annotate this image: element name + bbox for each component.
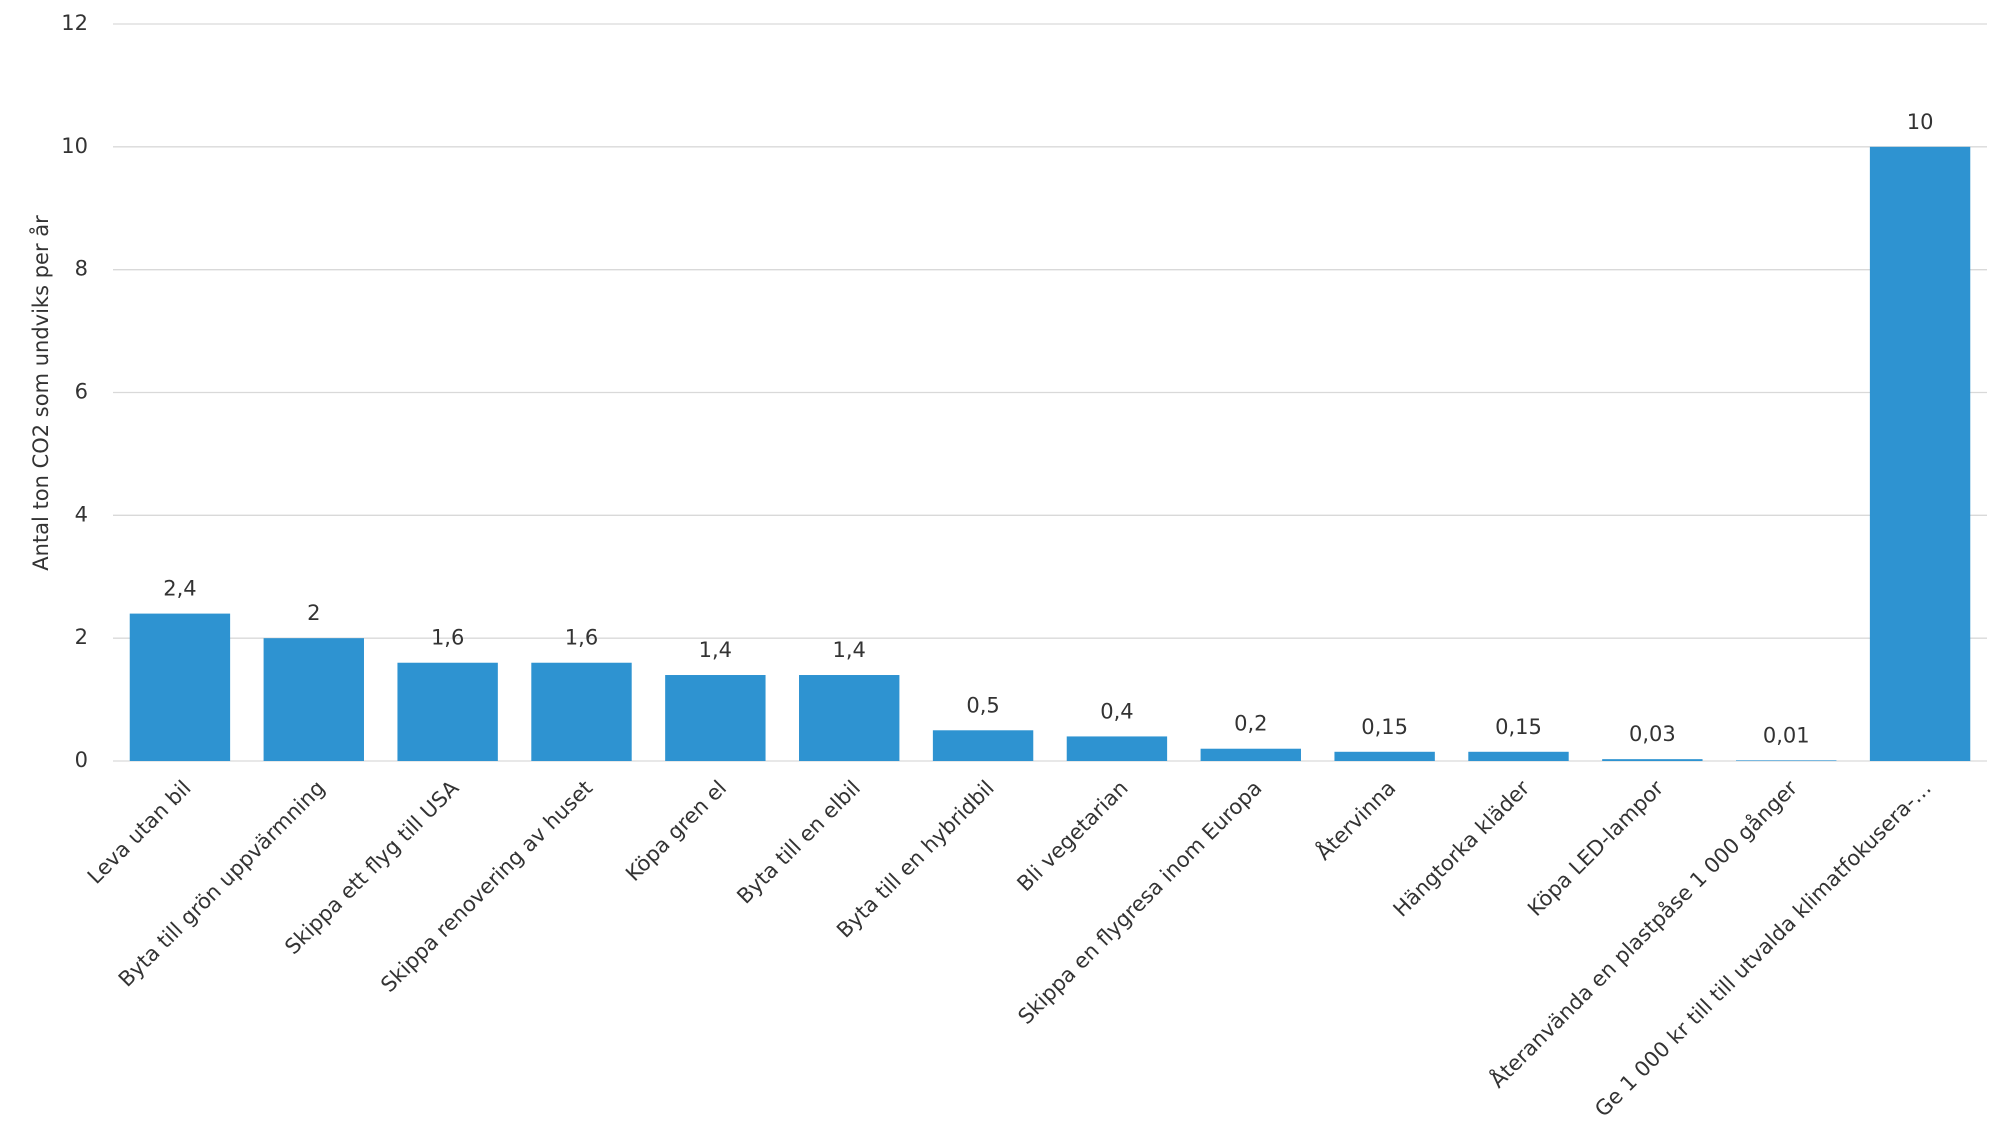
x-tick-label: Skippa renovering av huset [376, 776, 597, 997]
data-label: 1,6 [431, 626, 464, 650]
data-label: 0,15 [1495, 715, 1542, 739]
data-label: 0,5 [966, 693, 999, 717]
data-label: 0,4 [1100, 699, 1133, 723]
data-label: 0,2 [1234, 712, 1267, 736]
x-tick-label: Skippa en flygresa inom Europa [1013, 776, 1266, 1029]
bar [1869, 146, 1971, 762]
data-label: 0,01 [1763, 723, 1810, 747]
x-tick-label: Leva utan bil [83, 776, 196, 889]
bar [1066, 736, 1168, 761]
bar [129, 613, 231, 761]
data-label: 10 [1907, 110, 1934, 134]
data-label: 2,4 [163, 577, 196, 601]
bar [1334, 751, 1435, 761]
y-tick-label: 10 [61, 134, 88, 158]
x-tick-label: Byta till en elbil [732, 776, 865, 909]
x-tick-label: Återanvända en plastpåse 1 000 gånger [1484, 774, 1802, 1092]
data-label: 2 [307, 601, 320, 625]
data-label: 0,15 [1361, 715, 1408, 739]
x-tick-label: Återvinna [1310, 774, 1400, 864]
y-tick-label: 12 [61, 11, 88, 35]
bar [932, 730, 1034, 761]
data-label: 0,03 [1629, 722, 1676, 746]
y-axis-label: Antal ton CO2 som undviks per år [28, 215, 53, 571]
bar [1602, 759, 1703, 761]
bar [263, 638, 364, 761]
bar [1468, 751, 1569, 761]
data-label: 1,4 [833, 638, 866, 662]
bar [665, 675, 766, 761]
y-tick-label: 4 [75, 502, 88, 526]
bar [1736, 760, 1837, 761]
bar [1200, 748, 1301, 761]
x-tick-label: Bli vegetarian [1012, 776, 1132, 896]
data-label: 1,6 [565, 626, 598, 650]
x-tick-label: Hängtorka kläder [1389, 776, 1535, 922]
y-tick-label: 0 [75, 748, 88, 772]
y-tick-label: 6 [75, 380, 88, 404]
y-tick-label: 8 [75, 257, 88, 281]
data-label: 1,4 [699, 638, 732, 662]
bar [799, 675, 900, 761]
bar [397, 662, 498, 761]
x-tick-label: Köpa LED-lampor [1523, 776, 1668, 921]
x-tick-label: Byta till en hybridbil [832, 776, 999, 943]
x-tick-label: Köpa gren el [621, 776, 731, 886]
bar [531, 662, 632, 761]
y-tick-label: 2 [75, 625, 88, 649]
